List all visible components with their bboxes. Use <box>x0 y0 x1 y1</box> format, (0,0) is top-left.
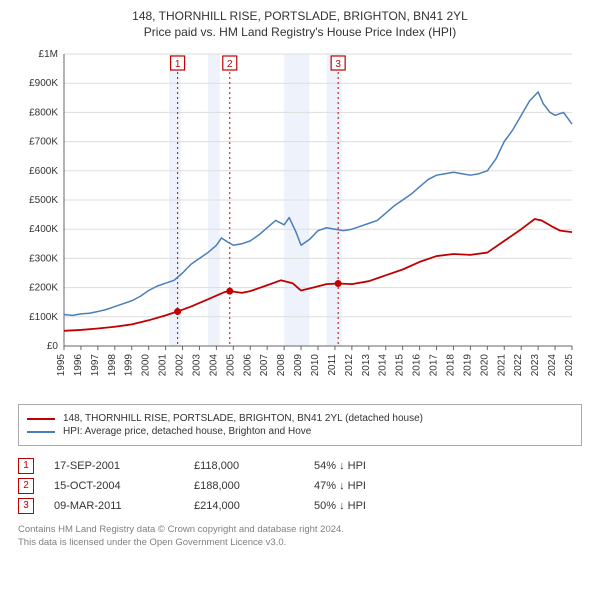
legend-swatch <box>27 418 55 420</box>
svg-text:£200K: £200K <box>29 283 58 294</box>
svg-text:£500K: £500K <box>29 195 58 206</box>
footer-line-2: This data is licensed under the Open Gov… <box>18 537 582 549</box>
chart: £0 £100K £200K £300K £400K £500K £600K £700K £80… <box>20 46 580 396</box>
legend-row: HPI: Average price, detached house, Brig… <box>27 426 573 437</box>
sale-delta: 54% ↓ HPI <box>314 460 582 472</box>
svg-text:£1M: £1M <box>39 49 58 60</box>
sale-marker: 3 <box>18 498 34 514</box>
svg-text:£100K: £100K <box>29 312 58 323</box>
svg-text:2023: 2023 <box>530 354 541 377</box>
svg-text:1996: 1996 <box>73 354 84 377</box>
svg-text:1: 1 <box>175 59 181 70</box>
svg-text:2003: 2003 <box>191 354 202 377</box>
svg-text:2022: 2022 <box>513 354 524 377</box>
svg-text:2024: 2024 <box>547 354 558 377</box>
svg-text:2002: 2002 <box>175 354 186 377</box>
sale-date: 09-MAR-2011 <box>54 500 194 512</box>
svg-text:£800K: £800K <box>29 108 58 119</box>
sale-price: £214,000 <box>194 500 314 512</box>
title-line-2: Price paid vs. HM Land Registry's House … <box>10 24 590 40</box>
footer: Contains HM Land Registry data © Crown c… <box>18 524 582 549</box>
svg-text:2009: 2009 <box>293 354 304 377</box>
legend-label: HPI: Average price, detached house, Brig… <box>63 426 311 437</box>
svg-text:3: 3 <box>335 59 341 70</box>
sale-delta: 47% ↓ HPI <box>314 480 582 492</box>
svg-text:2004: 2004 <box>208 354 219 377</box>
svg-text:£300K: £300K <box>29 254 58 265</box>
sale-delta: 50% ↓ HPI <box>314 500 582 512</box>
svg-text:£700K: £700K <box>29 137 58 148</box>
svg-text:2: 2 <box>227 59 233 70</box>
svg-text:2020: 2020 <box>479 354 490 377</box>
svg-text:2012: 2012 <box>344 354 355 377</box>
svg-text:2019: 2019 <box>462 354 473 377</box>
svg-text:2005: 2005 <box>225 354 236 377</box>
svg-text:2000: 2000 <box>141 354 152 377</box>
legend-label: 148, THORNHILL RISE, PORTSLADE, BRIGHTON… <box>63 413 423 424</box>
sale-marker: 2 <box>18 478 34 494</box>
svg-text:2013: 2013 <box>361 354 372 377</box>
page-root: 148, THORNHILL RISE, PORTSLADE, BRIGHTON… <box>0 0 600 590</box>
svg-text:2006: 2006 <box>242 354 253 377</box>
svg-text:2014: 2014 <box>378 354 389 377</box>
sale-date: 17-SEP-2001 <box>54 460 194 472</box>
svg-text:2010: 2010 <box>310 354 321 377</box>
sale-price: £188,000 <box>194 480 314 492</box>
footer-line-1: Contains HM Land Registry data © Crown c… <box>18 524 582 536</box>
svg-text:1999: 1999 <box>124 354 135 377</box>
legend-row: 148, THORNHILL RISE, PORTSLADE, BRIGHTON… <box>27 413 573 424</box>
svg-text:2018: 2018 <box>445 354 456 377</box>
legend: 148, THORNHILL RISE, PORTSLADE, BRIGHTON… <box>18 404 582 446</box>
svg-text:£400K: £400K <box>29 225 58 236</box>
svg-text:2021: 2021 <box>496 354 507 377</box>
svg-text:1998: 1998 <box>107 354 118 377</box>
chart-svg: £0 £100K £200K £300K £400K £500K £600K £700K £80… <box>20 46 580 396</box>
svg-text:£0: £0 <box>47 341 59 352</box>
svg-text:2017: 2017 <box>429 354 440 377</box>
svg-text:2007: 2007 <box>259 354 270 377</box>
svg-text:1995: 1995 <box>56 354 67 377</box>
title-block: 148, THORNHILL RISE, PORTSLADE, BRIGHTON… <box>10 8 590 40</box>
sale-price: £118,000 <box>194 460 314 472</box>
sale-date: 15-OCT-2004 <box>54 480 194 492</box>
svg-text:2008: 2008 <box>276 354 287 377</box>
svg-text:2016: 2016 <box>412 354 423 377</box>
svg-text:2011: 2011 <box>327 354 338 376</box>
svg-text:2025: 2025 <box>564 354 575 377</box>
svg-text:2001: 2001 <box>158 354 169 377</box>
svg-text:1997: 1997 <box>90 354 101 377</box>
sale-row: 2 15-OCT-2004£188,00047% ↓ HPI <box>18 478 582 494</box>
sale-marker: 1 <box>18 458 34 474</box>
svg-text:£600K: £600K <box>29 166 58 177</box>
svg-text:2015: 2015 <box>395 354 406 377</box>
sales-table: 1 17-SEP-2001£118,00054% ↓ HPI 2 15-OCT-200… <box>18 454 582 518</box>
svg-text:£900K: £900K <box>29 79 58 90</box>
legend-swatch <box>27 431 55 433</box>
sale-row: 3 09-MAR-2011£214,00050% ↓ HPI <box>18 498 582 514</box>
title-line-1: 148, THORNHILL RISE, PORTSLADE, BRIGHTON… <box>10 8 590 24</box>
sale-row: 1 17-SEP-2001£118,00054% ↓ HPI <box>18 458 582 474</box>
